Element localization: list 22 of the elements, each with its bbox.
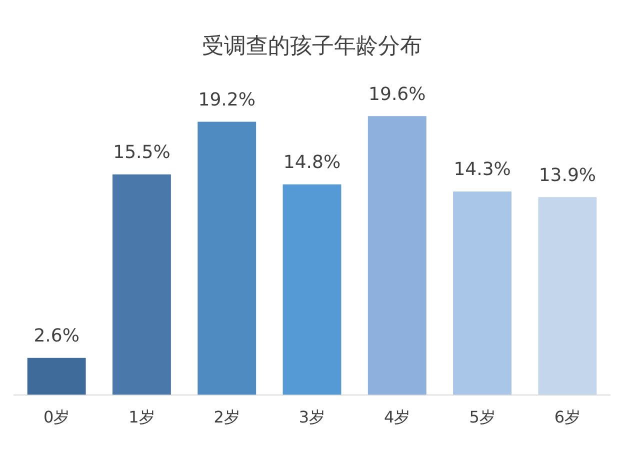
chart-title: 受调查的孩子年龄分布 xyxy=(202,34,422,59)
bar xyxy=(198,122,256,395)
x-tick-label: 1岁 xyxy=(128,408,155,427)
bar xyxy=(453,191,512,395)
data-label: 14.8% xyxy=(283,152,341,174)
data-label: 15.5% xyxy=(113,142,170,164)
x-tick-label: 6岁 xyxy=(554,408,581,427)
x-tick-label: 2岁 xyxy=(214,408,240,427)
bar xyxy=(368,116,426,395)
bar xyxy=(27,358,86,395)
data-label: 14.3% xyxy=(454,159,511,180)
data-label: 2.6% xyxy=(34,326,80,346)
bar xyxy=(282,184,342,395)
data-label: 13.9% xyxy=(538,164,596,186)
x-tick-label: 4岁 xyxy=(384,408,410,427)
data-label: 19.6% xyxy=(368,84,426,105)
x-tick-label: 5岁 xyxy=(469,408,496,427)
x-tick-label: 3岁 xyxy=(298,408,326,427)
x-tick-label: 0岁 xyxy=(43,408,70,427)
data-label: 19.2% xyxy=(198,89,256,110)
bar xyxy=(538,197,597,395)
bar xyxy=(112,174,171,395)
